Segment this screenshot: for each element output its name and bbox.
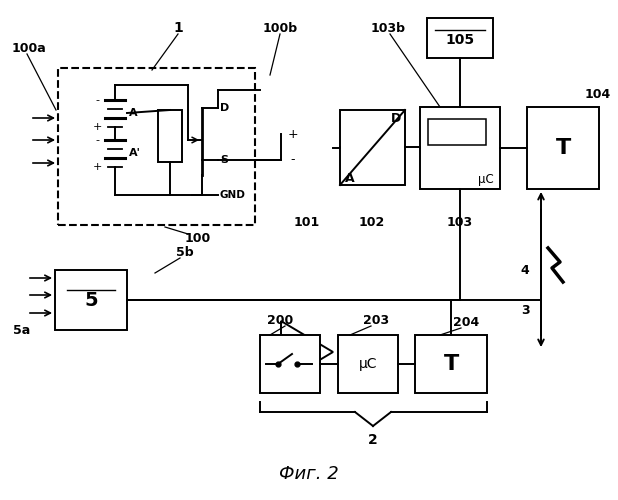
Text: 100b: 100b: [263, 22, 297, 35]
Text: A: A: [345, 172, 355, 184]
Text: 4: 4: [520, 264, 530, 276]
Text: 5a: 5a: [14, 324, 31, 336]
Text: +: +: [92, 122, 102, 132]
Text: 5b: 5b: [176, 246, 194, 258]
Bar: [420, 107, 500, 189]
Text: μC: μC: [359, 357, 377, 371]
FancyBboxPatch shape: [58, 68, 255, 225]
Bar: [427, 18, 493, 58]
Text: A: A: [129, 108, 138, 118]
Text: 100: 100: [185, 232, 211, 244]
Bar: [428, 119, 486, 145]
Text: S: S: [220, 155, 228, 165]
Text: +: +: [288, 128, 298, 140]
Text: 203: 203: [363, 314, 389, 326]
Text: 103: 103: [447, 216, 473, 228]
Text: GND: GND: [220, 190, 246, 200]
Text: +: +: [92, 162, 102, 172]
Text: μC: μC: [478, 172, 494, 186]
Text: 2: 2: [368, 433, 378, 447]
Text: D: D: [391, 112, 401, 124]
Bar: [338, 335, 398, 393]
Text: A': A': [129, 148, 141, 158]
Bar: [527, 107, 599, 189]
Text: -: -: [95, 95, 99, 105]
Text: 200: 200: [267, 314, 293, 326]
Bar: [415, 335, 487, 393]
Text: 104: 104: [585, 88, 611, 102]
Text: Фиг. 2: Фиг. 2: [279, 465, 339, 483]
Text: 5: 5: [84, 290, 98, 310]
Text: D: D: [220, 103, 229, 113]
Text: 204: 204: [453, 316, 479, 328]
Bar: [340, 110, 405, 185]
Text: T: T: [443, 354, 459, 374]
Text: 1: 1: [173, 21, 183, 35]
Text: 103b: 103b: [371, 22, 405, 35]
Text: 101: 101: [294, 216, 320, 228]
Bar: [55, 270, 127, 330]
Text: 100a: 100a: [12, 42, 47, 54]
Text: 102: 102: [359, 216, 385, 228]
Bar: [260, 335, 320, 393]
Text: -: -: [95, 135, 99, 145]
Text: 3: 3: [521, 304, 529, 316]
Text: -: -: [290, 154, 295, 166]
Bar: [158, 110, 182, 162]
Text: 105: 105: [446, 33, 475, 47]
Text: T: T: [556, 138, 570, 158]
